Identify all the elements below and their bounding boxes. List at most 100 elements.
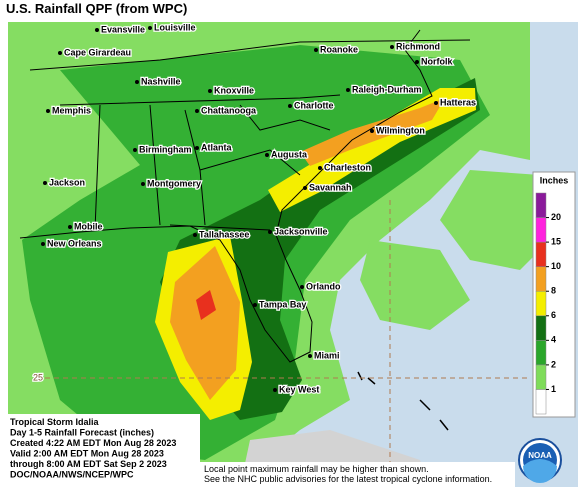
note-line: Local point maximum rainfall may be high…: [204, 464, 429, 474]
info-line: Created 4:22 AM EDT Mon Aug 28 2023: [10, 438, 176, 448]
city-dot: [41, 242, 45, 246]
city-label: Louisville: [154, 22, 196, 32]
city-label: Raleigh-Durham: [352, 84, 422, 94]
noaa-logo: NOAA: [518, 438, 562, 483]
city-dot: [314, 48, 318, 52]
legend-swatch: [535, 266, 547, 292]
legend-tick-label: 6: [551, 310, 556, 320]
legend-swatch: [535, 364, 547, 390]
city-dot: [318, 166, 322, 170]
city-label: Nashville: [141, 76, 181, 86]
cities: Evansville Louisville Cape Girardeau Roanok…: [41, 21, 477, 396]
legend-swatch: [535, 389, 547, 415]
city-label: New Orleans: [47, 238, 102, 248]
legend-tick-label: 20: [551, 212, 561, 222]
city-label: Miami: [314, 350, 340, 360]
city-label: Birmingham: [139, 144, 192, 154]
city-dot: [195, 109, 199, 113]
info-line: Tropical Storm Idalia: [10, 417, 100, 427]
city-dot: [390, 45, 394, 49]
city-label: Jacksonville: [274, 226, 328, 236]
city-dot: [141, 182, 145, 186]
logo-text: NOAA: [528, 451, 552, 460]
city-dot: [346, 88, 350, 92]
city-dot: [253, 303, 257, 307]
city-dot: [415, 60, 419, 64]
city-label: Tampa Bay: [259, 299, 306, 309]
info-line: through 8:00 AM EDT Sat Sep 2 2023: [10, 459, 167, 469]
city-dot: [308, 354, 312, 358]
city-label: Key West: [279, 384, 319, 394]
legend-tick-label: 2: [551, 359, 556, 369]
city-dot: [43, 181, 47, 185]
city-dot: [268, 230, 272, 234]
city-dot: [370, 129, 374, 133]
graticule: [45, 200, 530, 487]
city-dot: [193, 233, 197, 237]
legend-swatch: [535, 192, 547, 218]
legend-tick-label: 4: [551, 335, 556, 345]
legend-swatch: [535, 241, 547, 267]
city-label: Charlotte: [294, 100, 334, 110]
city-dot: [303, 186, 307, 190]
city-dot: [95, 28, 99, 32]
city-label: Atlanta: [201, 142, 232, 152]
city-label: Tallahassee: [199, 229, 249, 239]
info-line: Day 1-5 Rainfall Forecast (inches): [10, 428, 154, 438]
legend-swatch: [535, 340, 547, 366]
legend-swatch: [535, 315, 547, 341]
legend-title: Inches: [540, 175, 569, 185]
legend-tick-label: 8: [551, 286, 556, 296]
latitude-label: 25: [33, 372, 43, 382]
info-box: [8, 414, 200, 487]
city-dot: [273, 388, 277, 392]
city-label: Wilmington: [376, 125, 425, 135]
city-dot: [58, 51, 62, 55]
boundaries: [19, 29, 471, 431]
city-label: Augusta: [271, 149, 308, 159]
city-label: Evansville: [101, 24, 145, 34]
city-dot: [265, 153, 269, 157]
note-line: See the NHC public advisories for the la…: [204, 474, 492, 484]
city-label: Savannah: [309, 182, 352, 192]
city-dot: [288, 104, 292, 108]
city-label: Jackson: [49, 177, 85, 187]
legend-swatch: [535, 290, 547, 317]
city-dot: [434, 101, 438, 105]
info-line: DOC/NOAA/NWS/NCEP/WPC: [10, 470, 134, 480]
logo-wave: [523, 459, 557, 483]
city-label: Norfolk: [421, 56, 453, 66]
city-label: Hatteras: [440, 97, 476, 107]
city-dot: [133, 148, 137, 152]
city-label: Chattanooga: [201, 105, 257, 115]
city-dot: [195, 146, 199, 150]
rain-8in: [170, 98, 445, 400]
rain-light: [360, 170, 560, 330]
city-label: Mobile: [74, 221, 103, 231]
legend: Inches 1 2 4 6 8 10 15 20: [532, 171, 576, 418]
city-dot: [300, 285, 304, 289]
city-dot: [208, 89, 212, 93]
rain-10in: [196, 290, 216, 320]
city-label: Orlando: [306, 281, 341, 291]
city-label: Richmond: [396, 41, 440, 51]
city-label: Charleston: [324, 162, 371, 172]
city-dot: [46, 109, 50, 113]
city-label: Memphis: [52, 105, 91, 115]
city-label: Montgomery: [147, 178, 201, 188]
legend-swatch: [535, 217, 547, 243]
legend-tick-label: 15: [551, 236, 561, 246]
city-dot: [148, 26, 152, 30]
title: U.S. Rainfall QPF (from WPC): [6, 1, 187, 16]
info-line: Valid 2:00 AM EDT Mon Aug 28 2023: [10, 449, 164, 459]
legend-tick-label: 1: [551, 384, 556, 394]
city-dot: [68, 225, 72, 229]
city-label: Cape Girardeau: [64, 47, 131, 57]
legend-tick-label: 10: [551, 261, 561, 271]
map: 25: [8, 22, 578, 487]
city-label: Knoxville: [214, 85, 254, 95]
city-label: Roanoke: [320, 44, 358, 54]
note-box: [200, 462, 515, 487]
